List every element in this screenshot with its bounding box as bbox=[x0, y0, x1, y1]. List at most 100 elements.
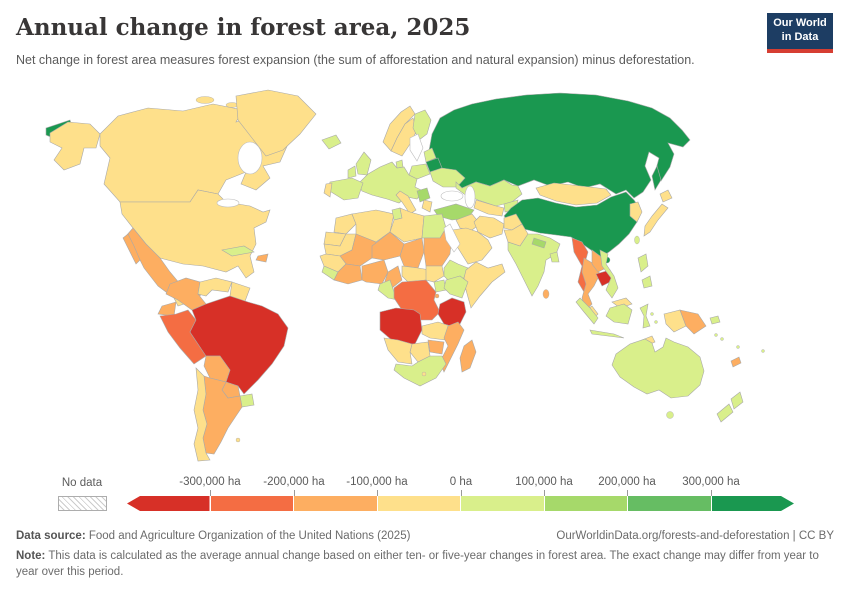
country-sudan[interactable] bbox=[423, 227, 453, 267]
country-iran[interactable] bbox=[473, 215, 505, 239]
country-algeria[interactable] bbox=[351, 209, 395, 243]
country-mozambique[interactable] bbox=[439, 321, 465, 373]
country-philippines-mindanao[interactable] bbox=[641, 275, 653, 289]
country-baltics[interactable] bbox=[423, 147, 437, 163]
country-tasmania[interactable] bbox=[666, 411, 674, 419]
country-vanuatu[interactable] bbox=[736, 345, 740, 349]
country-australia[interactable] bbox=[611, 337, 705, 399]
country-uk[interactable] bbox=[355, 151, 372, 176]
country-indonesia-moluccas[interactable] bbox=[650, 312, 654, 316]
owid-link[interactable]: OurWorldinData.org/forests-and-deforesta… bbox=[556, 530, 834, 542]
country-ireland[interactable] bbox=[347, 165, 357, 179]
country-japan-hokkaido[interactable] bbox=[659, 189, 673, 203]
country-madagascar[interactable] bbox=[459, 339, 477, 373]
black-sea bbox=[440, 190, 464, 202]
country-tanzania[interactable] bbox=[437, 297, 467, 329]
legend-bin-7[interactable] bbox=[627, 496, 711, 511]
chart-subtitle: Net change in forest area measures fores… bbox=[16, 53, 695, 67]
country-zimbabwe[interactable] bbox=[427, 339, 445, 355]
country-ecuador[interactable] bbox=[157, 301, 177, 317]
country-sakhalin[interactable] bbox=[651, 165, 662, 191]
country-indonesia-sulawesi[interactable] bbox=[639, 303, 651, 329]
country-fiji[interactable] bbox=[761, 349, 765, 353]
country-greenland[interactable] bbox=[235, 89, 317, 157]
country-south-africa[interactable] bbox=[393, 355, 447, 387]
country-vietnam[interactable] bbox=[599, 249, 619, 299]
country-balkans[interactable] bbox=[416, 187, 431, 203]
legend-tick-label-7: 300,000 ha bbox=[682, 476, 740, 488]
legend-tick bbox=[627, 490, 628, 496]
data-source-text: Food and Agriculture Organization of the… bbox=[85, 530, 411, 542]
legend-bin-2[interactable] bbox=[209, 496, 293, 511]
country-poland[interactable] bbox=[408, 163, 431, 180]
country-solomons[interactable] bbox=[714, 333, 718, 337]
owid-logo[interactable]: Our World in Data bbox=[767, 13, 833, 53]
country-spain[interactable] bbox=[327, 177, 364, 201]
country-japan-honshu[interactable] bbox=[643, 203, 669, 237]
legend-tick bbox=[544, 490, 545, 496]
country-philippines-luzon[interactable] bbox=[637, 253, 649, 273]
country-new-caledonia[interactable] bbox=[730, 356, 742, 368]
country-russia[interactable] bbox=[427, 92, 691, 199]
legend-bin-1[interactable] bbox=[127, 496, 210, 511]
country-lesotho[interactable] bbox=[421, 371, 427, 377]
legend-tick-label-1: -300,000 ha bbox=[179, 476, 241, 488]
legend-tick-label-2: -200,000 ha bbox=[263, 476, 325, 488]
country-chad[interactable] bbox=[399, 237, 425, 269]
legend-bin-3[interactable] bbox=[293, 496, 377, 511]
no-data-swatch[interactable] bbox=[58, 496, 107, 511]
country-iceland[interactable] bbox=[321, 134, 342, 150]
legend-bin-5[interactable] bbox=[460, 496, 544, 511]
country-morocco[interactable] bbox=[333, 213, 357, 235]
country-taiwan[interactable] bbox=[634, 235, 640, 245]
legend-color-bar bbox=[127, 496, 794, 511]
country-portugal[interactable] bbox=[323, 182, 333, 198]
country-denmark[interactable] bbox=[395, 159, 404, 169]
country-arctic-islands-2[interactable] bbox=[225, 102, 239, 108]
country-south-sudan[interactable] bbox=[425, 265, 445, 283]
country-hispaniola[interactable] bbox=[255, 253, 269, 263]
country-west-papua[interactable] bbox=[663, 309, 687, 333]
country-sri-lanka[interactable] bbox=[542, 289, 550, 299]
country-alaska[interactable] bbox=[49, 121, 101, 171]
chart-note: Note: This data is calculated as the ave… bbox=[16, 548, 834, 580]
baltic-sea bbox=[409, 133, 424, 162]
country-new-zealand-south[interactable] bbox=[716, 403, 734, 423]
country-nepal[interactable] bbox=[531, 237, 547, 249]
country-korea[interactable] bbox=[629, 201, 643, 223]
country-papua-new-guinea[interactable] bbox=[679, 309, 707, 335]
country-arctic-islands[interactable] bbox=[195, 96, 215, 104]
country-nigeria[interactable] bbox=[361, 259, 389, 285]
country-venezuela[interactable] bbox=[197, 277, 233, 297]
country-greece[interactable] bbox=[421, 199, 433, 213]
world-map bbox=[0, 88, 850, 470]
legend-bin-8[interactable] bbox=[711, 496, 795, 511]
legend-bin-4[interactable] bbox=[376, 496, 460, 511]
country-new-britain[interactable] bbox=[709, 315, 721, 325]
country-uruguay[interactable] bbox=[239, 393, 255, 408]
country-solomons-2[interactable] bbox=[720, 337, 724, 341]
country-falkland[interactable] bbox=[235, 437, 241, 443]
country-chile[interactable] bbox=[193, 367, 211, 462]
country-new-zealand-north[interactable] bbox=[730, 391, 744, 410]
country-namibia[interactable] bbox=[383, 337, 413, 365]
country-indonesia-sumatra[interactable] bbox=[575, 297, 599, 325]
legend-bin-6[interactable] bbox=[543, 496, 627, 511]
legend-tick bbox=[294, 490, 295, 496]
country-indonesia-borneo[interactable] bbox=[605, 303, 633, 325]
country-india[interactable] bbox=[507, 233, 561, 297]
country-turkmen-uzbek[interactable] bbox=[473, 199, 505, 217]
country-mexico-baja[interactable] bbox=[122, 233, 141, 265]
country-kenya[interactable] bbox=[443, 275, 469, 299]
country-indonesia-moluccas-2[interactable] bbox=[654, 320, 658, 324]
country-brazil[interactable] bbox=[189, 295, 289, 395]
country-bangladesh[interactable] bbox=[549, 251, 560, 263]
country-indonesia-java[interactable] bbox=[589, 329, 625, 339]
country-finland[interactable] bbox=[412, 109, 432, 141]
country-somalia[interactable] bbox=[463, 261, 506, 309]
country-mongolia[interactable] bbox=[535, 182, 612, 206]
country-rwanda-burundi[interactable] bbox=[434, 293, 440, 299]
country-europe-mainland[interactable] bbox=[357, 161, 424, 204]
country-cuba[interactable] bbox=[221, 245, 255, 257]
legend-tick bbox=[711, 490, 712, 496]
